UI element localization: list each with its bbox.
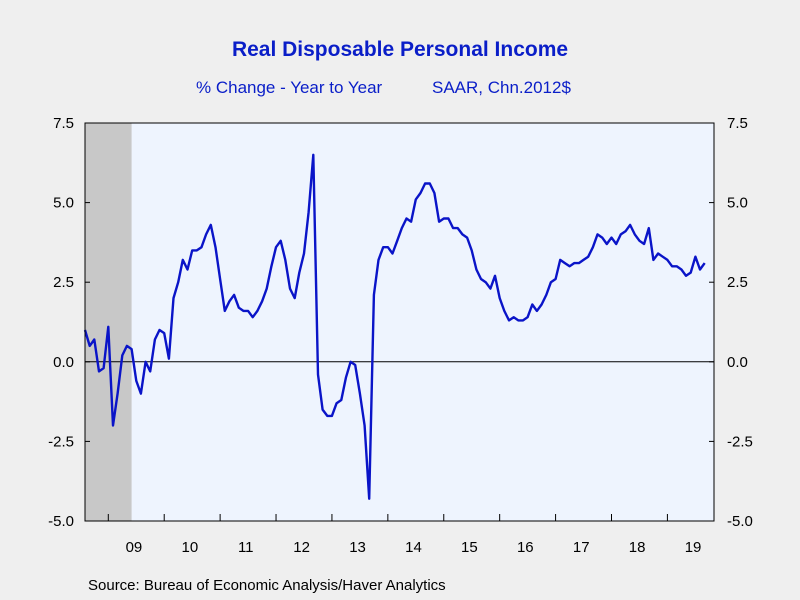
y-tick-label-left: -5.0 [48,513,74,530]
x-tick-label: 10 [181,539,198,556]
y-tick-label-right: 2.5 [727,274,748,291]
x-tick-label: 16 [517,539,534,556]
recession-shading [85,123,132,521]
y-tick-label-right: -2.5 [727,433,753,450]
y-tick-label-right: -5.0 [727,513,753,530]
chart-subtitle-basis: SAAR, Chn.2012$ [432,78,571,97]
source-note: Source: Bureau of Economic Analysis/Have… [88,577,446,594]
chart-subtitle-units: % Change - Year to Year [196,78,383,97]
x-axis: 09 10 11 12 13 14 15 16 17 18 19 [107,514,702,556]
y-tick-label-left: 5.0 [53,195,74,212]
x-tick-label: 14 [405,539,422,556]
x-tick-label: 18 [629,539,646,556]
plot-area [85,123,714,521]
y-tick-label-right: 5.0 [727,195,748,212]
y-tick-label-left: 2.5 [53,274,74,291]
x-tick-label: 13 [349,539,366,556]
x-tick-label: 17 [573,539,590,556]
y-tick-label-left: -2.5 [48,433,74,450]
x-tick-label: 11 [238,539,254,556]
y-axis-left: 7.5 5.0 2.5 0.0 -2.5 -5.0 [48,115,90,530]
plot-frame [84,122,715,522]
y-tick-label-left: 7.5 [53,115,74,132]
x-tick-label: 15 [461,539,478,556]
y-axis-right: 7.5 5.0 2.5 0.0 -2.5 -5.0 [709,115,753,530]
chart-title: Real Disposable Personal Income [231,38,569,61]
y-tick-label-left: 0.0 [53,354,74,371]
y-tick-label-right: 7.5 [727,115,748,132]
y-tick-label-right: 0.0 [727,354,748,371]
x-tick-label: 09 [126,539,143,556]
x-tick-label: 19 [685,539,702,556]
x-tick-label: 12 [293,539,310,556]
series-line [83,153,706,500]
